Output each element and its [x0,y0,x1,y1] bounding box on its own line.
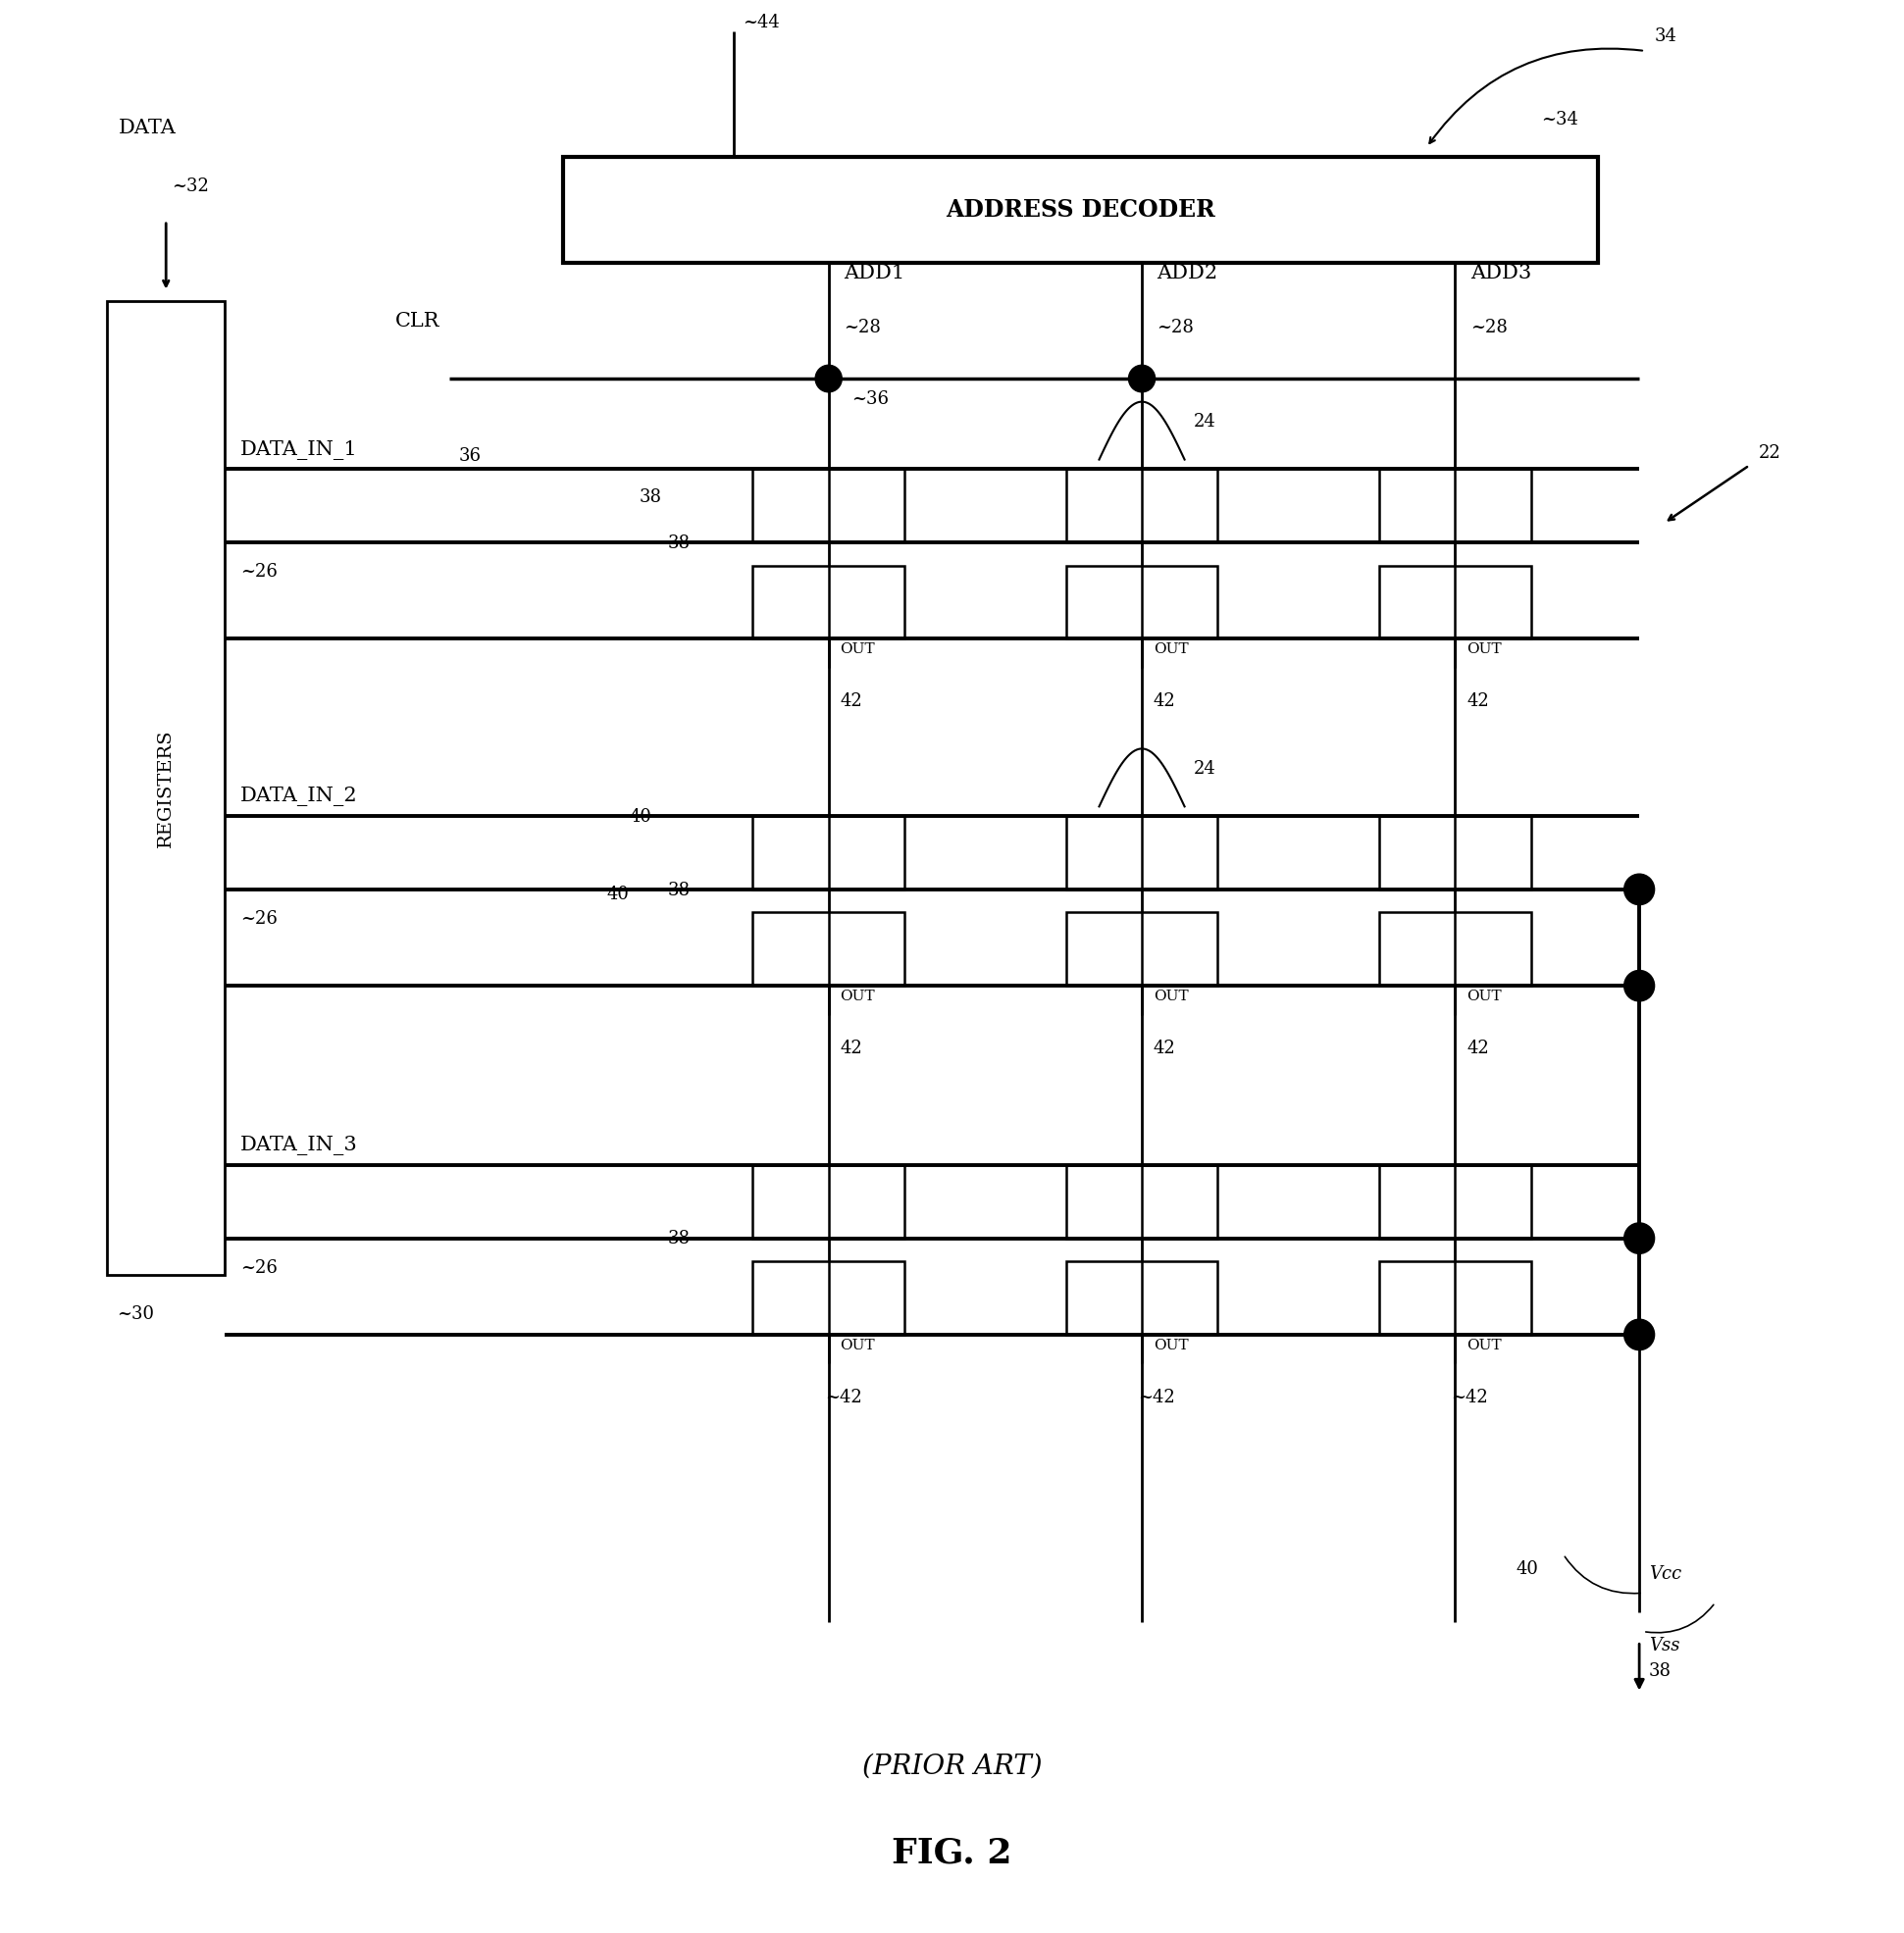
Text: ~34: ~34 [1542,110,1578,128]
Text: 42: 42 [840,1040,863,1057]
Text: ADD3: ADD3 [1470,263,1531,282]
Text: 38: 38 [666,881,689,899]
Bar [1066,566,1219,638]
Text: 42: 42 [1466,692,1489,711]
Text: ~26: ~26 [240,910,278,928]
Text: OUT: OUT [840,642,876,657]
Text: ~42: ~42 [824,1388,863,1407]
Text: 38: 38 [1649,1662,1672,1680]
Text: 40: 40 [628,808,651,825]
Bar [752,912,904,986]
Text: 42: 42 [1154,1040,1175,1057]
Text: 38: 38 [638,489,661,506]
Text: OUT: OUT [840,1338,876,1353]
Text: ~42: ~42 [1451,1388,1489,1407]
Text: 40: 40 [607,885,628,903]
Text: 38: 38 [666,534,689,553]
Text: ~28: ~28 [1158,319,1194,336]
Text: ADDRESS DECODER: ADDRESS DECODER [946,199,1215,222]
Circle shape [1624,874,1655,905]
Text: DATA_IN_1: DATA_IN_1 [240,441,358,460]
Circle shape [1624,1224,1655,1255]
Text: 42: 42 [1466,1040,1489,1057]
Text: 36: 36 [459,448,482,466]
Bar [1378,912,1531,986]
Text: Vcc: Vcc [1649,1566,1681,1583]
Text: 38: 38 [666,1229,689,1249]
Text: OUT: OUT [1154,1338,1188,1353]
Text: CLR: CLR [394,311,440,331]
Text: ~42: ~42 [1139,1388,1175,1407]
Text: ~32: ~32 [171,178,209,195]
Text: OUT: OUT [840,990,876,1003]
Text: 40: 40 [1516,1560,1538,1577]
Text: ADD1: ADD1 [843,263,904,282]
Text: ~26: ~26 [240,1258,278,1278]
Circle shape [815,365,842,392]
Text: ~28: ~28 [843,319,882,336]
Text: ~26: ~26 [240,563,278,582]
Text: OUT: OUT [1466,990,1502,1003]
Bar [107,302,225,1276]
Text: ADD2: ADD2 [1158,263,1219,282]
Bar [1066,816,1219,889]
Bar [752,1166,904,1239]
Text: FIG. 2: FIG. 2 [891,1836,1013,1869]
Circle shape [1624,970,1655,1001]
Bar [752,816,904,889]
Text: 24: 24 [1194,414,1217,431]
Circle shape [1624,1318,1655,1349]
Text: REGISTERS: REGISTERS [158,729,175,847]
Text: OUT: OUT [1466,642,1502,657]
Text: 34: 34 [1655,27,1677,44]
Text: OUT: OUT [1154,990,1188,1003]
Bar [1378,1166,1531,1239]
Bar [1066,1166,1219,1239]
Text: (PRIOR ART): (PRIOR ART) [863,1753,1041,1780]
Text: ~30: ~30 [116,1305,154,1322]
Bar [1066,470,1219,543]
Bar [1378,470,1531,543]
Text: ~36: ~36 [851,390,889,408]
Bar [1066,1262,1219,1334]
Text: 42: 42 [840,692,863,711]
Text: ~44: ~44 [743,14,781,31]
Text: DATA_IN_3: DATA_IN_3 [240,1137,358,1156]
Text: 42: 42 [1154,692,1175,711]
Bar [564,157,1597,263]
Text: DATA_IN_2: DATA_IN_2 [240,787,358,806]
Bar [752,470,904,543]
Text: ~28: ~28 [1470,319,1508,336]
Circle shape [1129,365,1156,392]
Bar [1378,566,1531,638]
Text: DATA: DATA [118,120,175,137]
Text: Vss: Vss [1649,1637,1679,1655]
Bar [1378,816,1531,889]
Text: OUT: OUT [1154,642,1188,657]
Text: OUT: OUT [1466,1338,1502,1353]
Bar [1378,1262,1531,1334]
Text: 22: 22 [1759,445,1782,462]
Bar [752,1262,904,1334]
Bar [752,566,904,638]
Text: 24: 24 [1194,760,1217,777]
Bar [1066,912,1219,986]
